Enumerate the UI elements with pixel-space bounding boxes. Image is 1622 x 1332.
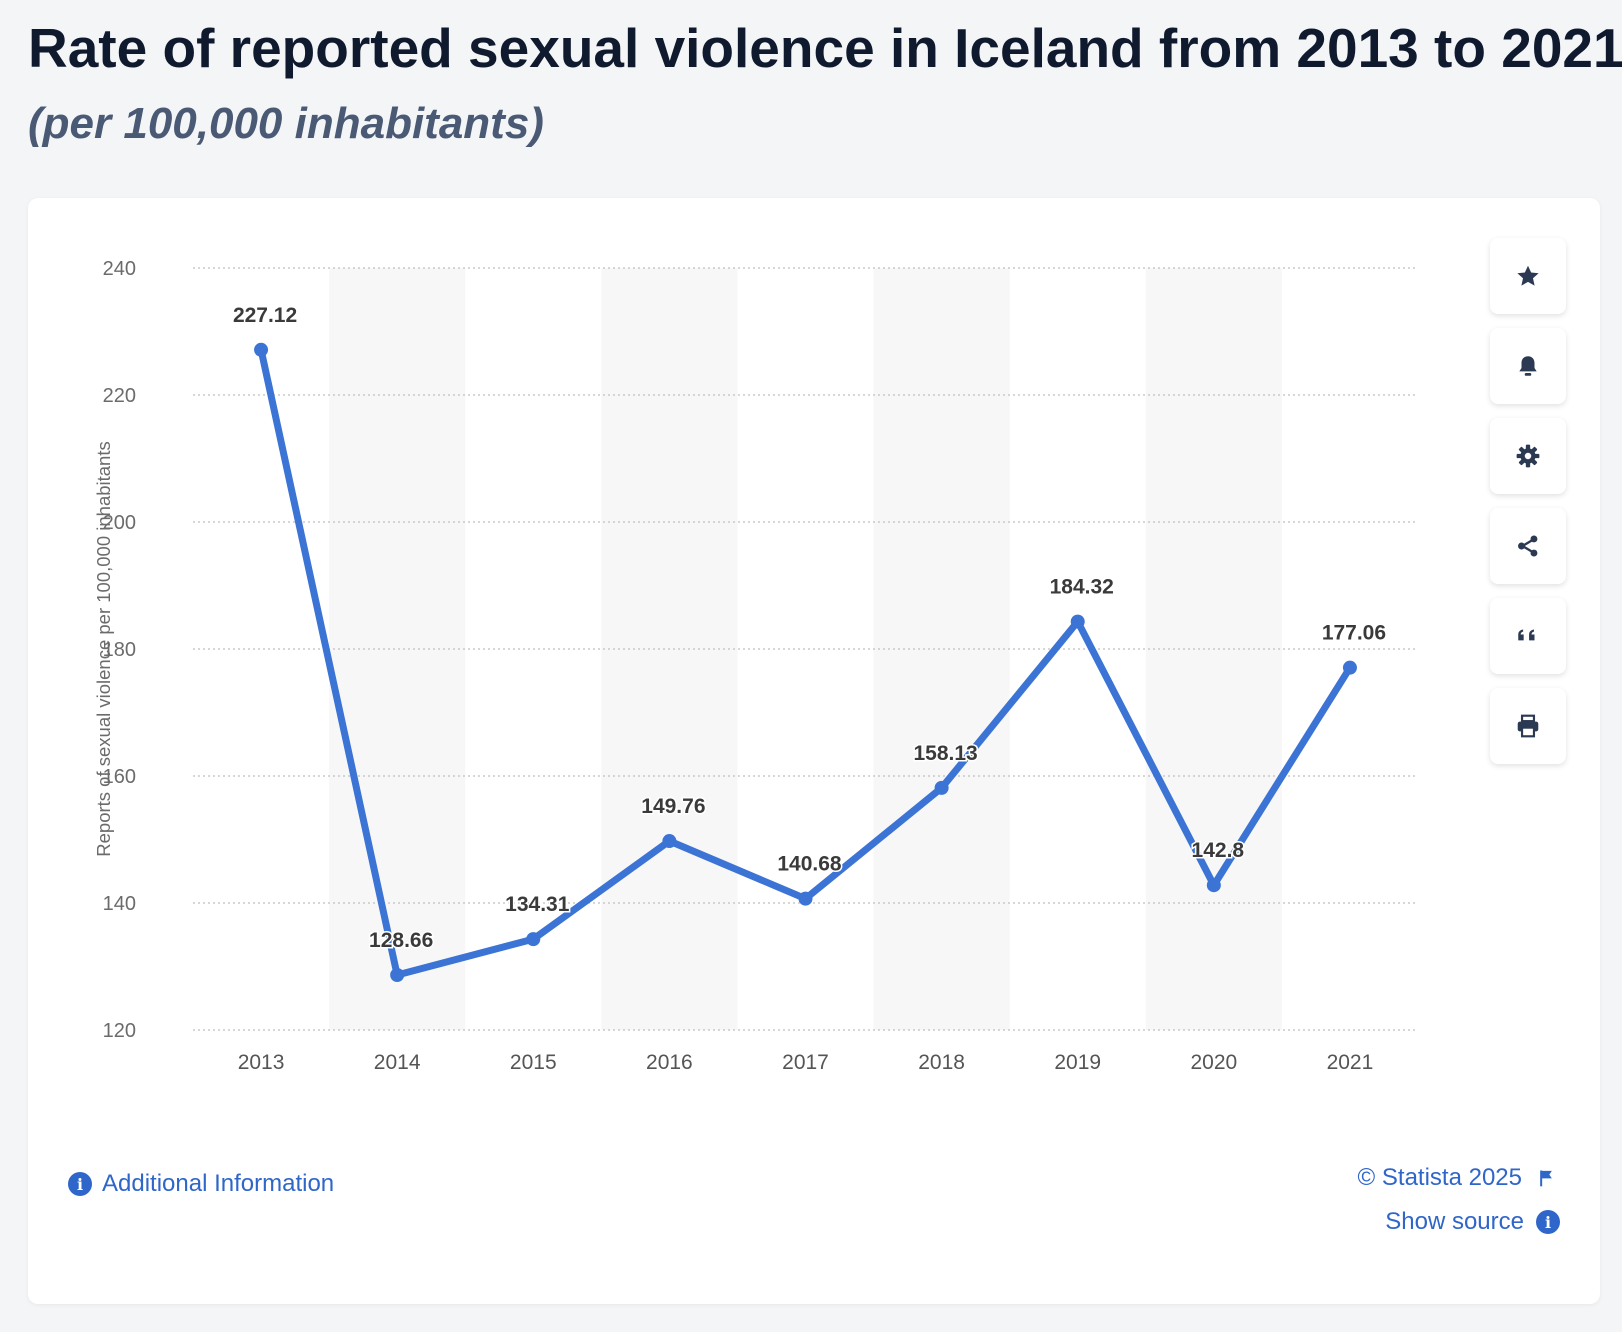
data-label: 149.76	[641, 795, 705, 818]
data-point[interactable]	[254, 342, 269, 357]
show-source-link[interactable]: Show source i	[1385, 1208, 1560, 1236]
data-point[interactable]	[934, 780, 949, 795]
data-point[interactable]	[526, 932, 541, 947]
page-subtitle: (per 100,000 inhabitants)	[28, 99, 544, 148]
data-point[interactable]	[1070, 614, 1085, 629]
y-tick-label: 160	[103, 766, 136, 788]
x-tick-label: 2015	[510, 1051, 557, 1074]
data-point[interactable]	[1206, 878, 1221, 893]
additional-information-label: Additional Information	[102, 1170, 335, 1197]
data-label: 142.8	[1192, 839, 1245, 862]
x-tick-label: 2019	[1054, 1051, 1101, 1074]
data-label: 140.68	[777, 853, 842, 876]
copyright-text: © Statista 2025	[1357, 1164, 1522, 1191]
data-point[interactable]	[390, 968, 405, 983]
printer-icon	[1517, 714, 1539, 738]
print-button[interactable]	[1490, 688, 1566, 764]
y-tick-label: 180	[103, 639, 136, 661]
data-label: 134.31	[505, 893, 570, 916]
share-icon	[1518, 535, 1538, 557]
share-button[interactable]	[1490, 508, 1566, 584]
y-tick-label: 200	[103, 512, 136, 534]
data-label: 227.12	[233, 304, 297, 327]
data-point[interactable]	[798, 891, 813, 906]
x-tick-label: 2017	[782, 1051, 829, 1074]
info-icon: i	[1536, 1210, 1560, 1234]
notification-button[interactable]	[1490, 328, 1566, 404]
category-band	[329, 268, 466, 1030]
settings-button[interactable]	[1490, 418, 1566, 494]
x-tick-label: 2020	[1190, 1051, 1237, 1074]
y-tick-label: 120	[103, 1020, 136, 1042]
x-tick-label: 2014	[374, 1051, 421, 1074]
x-tick-label: 2018	[918, 1051, 965, 1074]
x-tick-label: 2016	[646, 1051, 693, 1074]
page-title: Rate of reported sexual violence in Icel…	[28, 17, 1622, 79]
category-band	[873, 268, 1010, 1030]
favorite-button[interactable]	[1490, 238, 1566, 314]
cite-button[interactable]	[1490, 598, 1566, 674]
show-source-label: Show source	[1385, 1208, 1524, 1235]
data-label: 128.66	[369, 929, 433, 952]
data-label: 177.06	[1322, 622, 1386, 645]
data-label: 158.13	[913, 742, 977, 765]
line-chart: 120 140 160 180 200 220 240 Reports of sexual v…	[93, 258, 1418, 1074]
star-icon	[1517, 265, 1539, 286]
copyright: © Statista 2025	[1358, 1164, 1556, 1192]
bell-icon	[1519, 356, 1537, 376]
chart-card: 120 140 160 180 200 220 240 Reports of sexual v…	[28, 198, 1600, 1304]
y-axis-title: Reports of sexual violence per 100,000 i…	[93, 441, 114, 857]
data-point[interactable]	[662, 834, 677, 849]
x-tick-label: 2013	[238, 1051, 285, 1074]
flag-icon[interactable]	[1536, 1168, 1556, 1188]
data-label: 184.32	[1050, 576, 1114, 599]
data-point[interactable]	[1342, 660, 1357, 675]
y-tick-label: 240	[103, 258, 136, 280]
info-icon: i	[68, 1172, 92, 1196]
quote-icon	[1518, 629, 1535, 641]
y-tick-label: 220	[103, 385, 136, 407]
gear-icon	[1516, 444, 1540, 468]
y-tick-label: 140	[103, 893, 136, 915]
additional-information-link[interactable]: i Additional Information	[68, 1170, 334, 1198]
x-tick-label: 2021	[1327, 1051, 1374, 1074]
